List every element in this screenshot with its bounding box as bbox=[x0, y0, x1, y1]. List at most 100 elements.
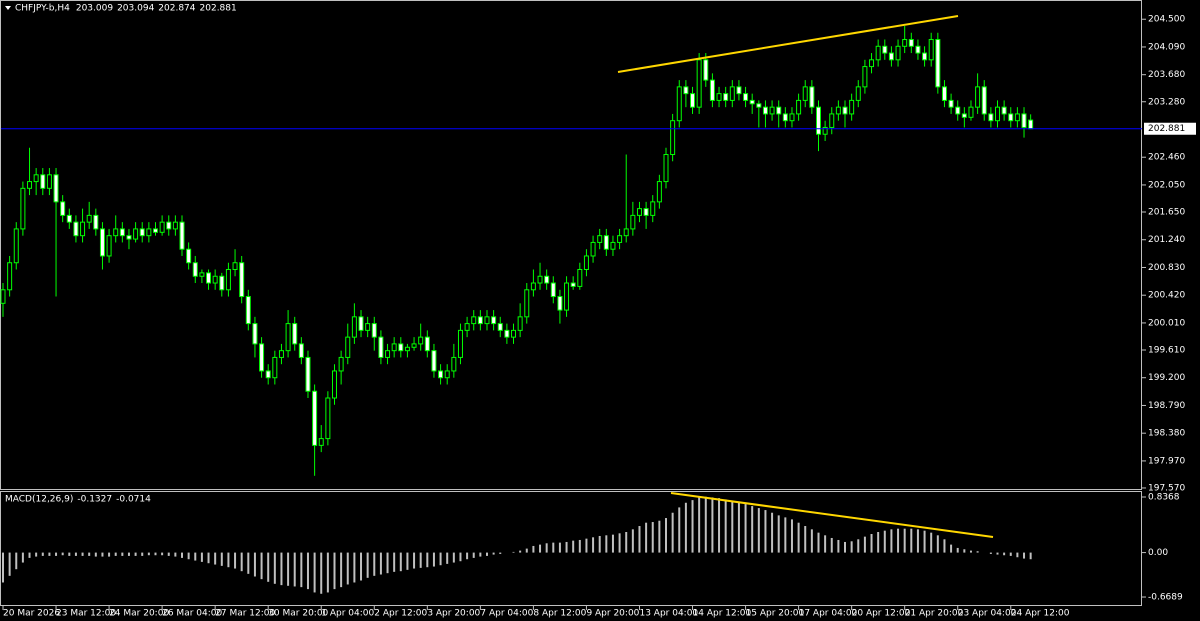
candle-body bbox=[219, 275, 225, 291]
candle-body bbox=[583, 255, 589, 270]
candle-body bbox=[570, 282, 576, 287]
trend-line bbox=[670, 492, 994, 538]
candle-body bbox=[617, 235, 623, 243]
x-tick-label: 27 Mar 12:00 bbox=[215, 609, 275, 619]
candle-body bbox=[849, 99, 855, 115]
candle-body bbox=[577, 268, 583, 287]
x-tick-label: 9 Apr 20:00 bbox=[586, 609, 639, 619]
y-tick-label: 0.00 bbox=[1148, 548, 1168, 558]
x-tick-label: 30 Mar 20:00 bbox=[268, 609, 328, 619]
candle-body bbox=[1001, 106, 1007, 115]
candle-body bbox=[152, 228, 158, 233]
candle-body bbox=[796, 99, 802, 115]
candle-body bbox=[809, 86, 815, 108]
candle-body bbox=[1028, 119, 1034, 130]
candle-body bbox=[597, 235, 603, 243]
candle-body bbox=[252, 323, 258, 345]
candle-body bbox=[743, 93, 749, 101]
x-tick-label: 8 Apr 12:00 bbox=[533, 609, 586, 619]
marks bbox=[0, 25, 1034, 594]
candle-body bbox=[690, 93, 696, 108]
candle-body bbox=[776, 106, 782, 115]
candle-body bbox=[106, 235, 112, 257]
y-tick-label: 199.200 bbox=[1148, 373, 1185, 383]
indicator-title: MACD(12,26,9) bbox=[5, 495, 73, 505]
candle-body bbox=[975, 86, 981, 108]
candle-body bbox=[60, 201, 66, 216]
candle-body bbox=[398, 343, 404, 352]
candle-body bbox=[862, 66, 868, 88]
candle-body bbox=[842, 106, 848, 115]
candle-body bbox=[338, 356, 344, 372]
candle-body bbox=[915, 45, 921, 54]
candle-body bbox=[902, 39, 908, 47]
candle-body bbox=[630, 214, 636, 230]
candle-body bbox=[802, 86, 808, 101]
candle-body bbox=[504, 329, 510, 338]
y-tick-label: 200.010 bbox=[1148, 318, 1185, 328]
y-tick-label: 204.090 bbox=[1148, 42, 1185, 52]
candle-body bbox=[239, 262, 245, 298]
candle-body bbox=[451, 356, 457, 372]
y-tick-label: 198.380 bbox=[1148, 429, 1185, 439]
y-tick-label: 203.680 bbox=[1148, 70, 1185, 80]
candle-body bbox=[404, 346, 410, 352]
y-tick-label: 201.650 bbox=[1148, 208, 1185, 218]
candle-body bbox=[670, 120, 676, 156]
x-tick-label: 2 Apr 12:00 bbox=[374, 609, 427, 619]
candle-body bbox=[27, 181, 33, 189]
candle-body bbox=[33, 174, 39, 183]
candle-body bbox=[312, 390, 318, 446]
candle-body bbox=[358, 316, 364, 331]
header-value: 203.009 bbox=[76, 4, 113, 14]
candle-body bbox=[676, 86, 682, 122]
x-tick-label: 20 Mar 2026 bbox=[3, 609, 60, 619]
y-tick-label: 198.790 bbox=[1148, 401, 1185, 411]
candle-body bbox=[365, 323, 371, 331]
current-price-tag bbox=[1144, 122, 1196, 135]
menu-arrow[interactable] bbox=[5, 6, 11, 10]
candle-body bbox=[650, 201, 656, 216]
candle-body bbox=[133, 228, 139, 240]
header-value: -0.1327 bbox=[77, 495, 112, 505]
candle-body bbox=[550, 282, 556, 298]
x-tick-label: 14 Apr 12:00 bbox=[693, 609, 752, 619]
candle-body bbox=[882, 45, 888, 54]
x-tick-label: 24 Mar 20:00 bbox=[109, 609, 169, 619]
candle-body bbox=[484, 316, 490, 325]
candle-body bbox=[40, 174, 46, 189]
candle-body bbox=[769, 106, 775, 115]
candle-body bbox=[623, 228, 629, 237]
y-tick-label: 203.280 bbox=[1148, 97, 1185, 107]
price-panel-frame bbox=[0, 0, 1142, 490]
x-tick-label: 26 Mar 04:00 bbox=[162, 609, 222, 619]
candle-body bbox=[93, 214, 99, 230]
candle-body bbox=[875, 45, 881, 61]
candle-body bbox=[663, 154, 669, 183]
candle-body bbox=[829, 113, 835, 128]
candle-body bbox=[292, 323, 298, 345]
candle-body bbox=[457, 329, 463, 358]
candle-body bbox=[696, 59, 702, 108]
candle-body bbox=[13, 228, 19, 264]
candle-body bbox=[371, 323, 377, 338]
x-tick-label: 3 Apr 20:00 bbox=[427, 609, 480, 619]
candle-body bbox=[424, 336, 430, 352]
y-tick-label: 197.970 bbox=[1148, 456, 1185, 466]
candle-body bbox=[537, 275, 543, 284]
candle-body bbox=[815, 106, 821, 135]
candle-body bbox=[20, 187, 26, 230]
candle-body bbox=[285, 323, 291, 352]
candle-body bbox=[835, 106, 841, 115]
candle-body bbox=[325, 397, 331, 440]
candle-body bbox=[438, 370, 444, 379]
candle-body bbox=[544, 275, 550, 284]
candle-body bbox=[869, 59, 875, 68]
candle-body bbox=[1021, 113, 1027, 128]
candle-body bbox=[736, 86, 742, 95]
candle-body bbox=[411, 343, 417, 348]
candle-body bbox=[895, 45, 901, 61]
candle-body bbox=[888, 52, 894, 61]
